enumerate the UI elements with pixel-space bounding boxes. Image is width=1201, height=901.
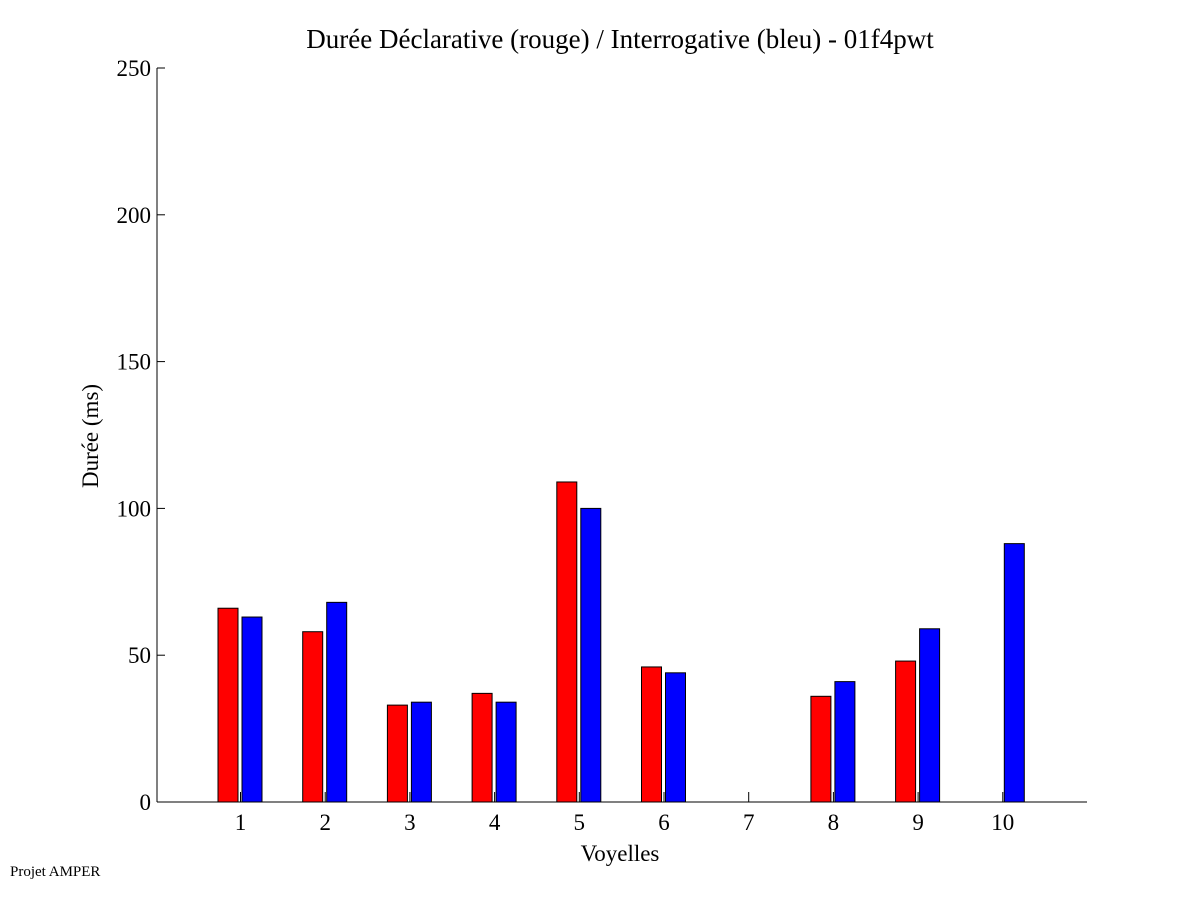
interrogative-bar-2 — [326, 601, 348, 803]
y-tick-label: 100 — [117, 496, 152, 521]
x-axis-label: Voyelles — [581, 841, 660, 866]
chart-title: Durée Déclarative (rouge) / Interrogativ… — [306, 24, 934, 54]
x-tick-label: 5 — [574, 810, 586, 835]
x-tick-label: 4 — [489, 810, 501, 835]
y-tick-label: 150 — [117, 350, 152, 375]
interrogative-bar-9 — [919, 628, 941, 803]
x-tick-label: 3 — [404, 810, 416, 835]
y-axis-label: Durée (ms) — [78, 384, 103, 488]
declarative-bar-3 — [386, 704, 408, 803]
interrogative-bar-1 — [241, 616, 263, 803]
y-tick-label: 0 — [140, 790, 152, 815]
interrogative-bar-3 — [410, 701, 432, 803]
declarative-bar-1 — [217, 607, 239, 803]
x-tick-label: 7 — [743, 810, 755, 835]
y-tick-label: 250 — [117, 56, 152, 81]
interrogative-bar-4 — [495, 701, 517, 803]
declarative-bar-9 — [895, 660, 917, 803]
bars-layer — [217, 481, 1025, 803]
x-tick-label: 1 — [235, 810, 247, 835]
declarative-bar-2 — [302, 631, 324, 803]
declarative-bar-4 — [471, 692, 493, 803]
interrogative-bar-5 — [580, 507, 602, 803]
y-tick-label: 200 — [117, 203, 152, 228]
interrogative-bar-6 — [665, 672, 686, 803]
interrogative-bar-10 — [1003, 543, 1025, 803]
x-tick-label: 8 — [828, 810, 840, 835]
footer-note: Projet AMPER — [10, 864, 101, 880]
x-tick-label: 2 — [319, 810, 331, 835]
axes-layer: 0 50 100 150 200 250 1 2 3 4 5 6 7 8 9 10 — [117, 56, 1087, 835]
declarative-bar-8 — [810, 695, 832, 803]
x-tick-label: 10 — [991, 810, 1014, 835]
interrogative-bar-8 — [834, 681, 856, 803]
y-tick-label: 50 — [128, 643, 151, 668]
x-tick-label: 9 — [912, 810, 924, 835]
declarative-bar-5 — [556, 481, 578, 803]
x-tick-label: 6 — [658, 810, 670, 835]
declarative-bar-6 — [641, 666, 662, 803]
